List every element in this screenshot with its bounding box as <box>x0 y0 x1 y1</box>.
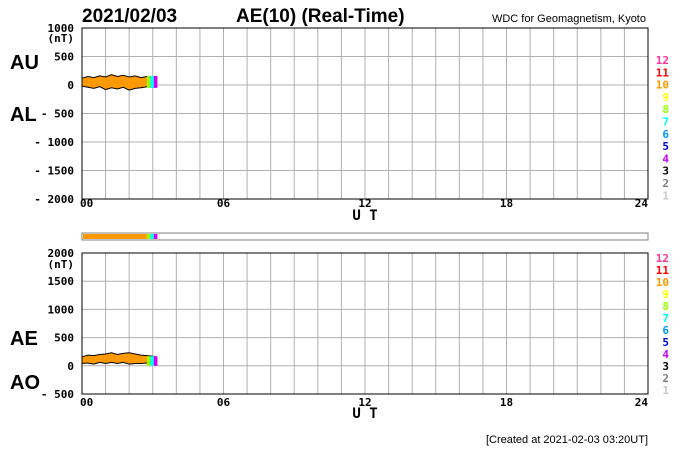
station-bar-segment <box>150 234 154 239</box>
area-ae-ao <box>81 352 158 366</box>
area-fill <box>82 352 158 365</box>
recent-station-stripe <box>146 75 151 88</box>
legend-count-8: 8 <box>662 103 669 116</box>
legend-count-10: 10 <box>656 79 669 92</box>
legend-count-10: 10 <box>656 276 669 289</box>
legend-count-6: 6 <box>662 128 669 141</box>
x-tick-label: 06 <box>217 197 231 210</box>
legend-count-5: 5 <box>662 140 669 153</box>
station-bar-segment <box>83 234 147 239</box>
y-tick-label: 500 <box>54 51 74 64</box>
unit-label-ae-ao: (nT) <box>48 258 75 271</box>
x-tick-label: 24 <box>635 396 649 409</box>
legend-count-12: 12 <box>656 252 669 265</box>
y-tick-label: - 2000 <box>34 193 74 206</box>
station-count-bar <box>81 232 649 241</box>
legend-count-7: 7 <box>662 312 669 325</box>
legend-count-11: 11 <box>656 66 670 79</box>
y-tick-label: 2000 <box>48 247 75 260</box>
x-tick-label: 18 <box>500 396 513 409</box>
legend-count-5: 5 <box>662 336 669 349</box>
series-label-ao: AO <box>10 372 40 394</box>
station-bar-fill <box>83 234 158 239</box>
legend-count-1: 1 <box>662 384 669 397</box>
x-tick-label: 06 <box>217 396 231 409</box>
x-tick-label: 24 <box>635 197 649 210</box>
legend-count-12: 12 <box>656 54 669 67</box>
series-line-au <box>81 74 158 79</box>
frame-au-al <box>81 27 649 200</box>
legend-count-11: 11 <box>656 264 670 277</box>
legend-count-8: 8 <box>662 300 669 313</box>
legend-count-9: 9 <box>662 91 669 104</box>
series-label-al: AL <box>10 104 37 126</box>
series-line-ao <box>81 361 158 365</box>
legend-count-9: 9 <box>662 288 669 301</box>
legend-count-2: 2 <box>662 372 669 385</box>
area-fill <box>82 74 158 91</box>
legend-count-4: 4 <box>662 348 669 361</box>
y-tick-label: - 1000 <box>34 136 74 149</box>
frame-ae-ao <box>81 252 649 395</box>
unit-label-au-al: (nT) <box>48 32 75 45</box>
y-tick-label: 1500 <box>48 275 75 288</box>
x-ticks-au-al: 00 06 12 18 24 <box>80 197 648 210</box>
x-tick-label: 00 <box>80 396 93 409</box>
y-tick-label: 1000 <box>48 22 75 35</box>
x-axis-label-au-al: U T <box>352 208 377 224</box>
legend-count-6: 6 <box>662 324 669 337</box>
y-tick-label: - 500 <box>41 108 74 121</box>
legend-count-3: 3 <box>662 165 669 178</box>
data-source: WDC for Geomagnetism, Kyoto <box>492 13 646 25</box>
series-label-ae: AE <box>10 328 38 350</box>
legend-count-4: 4 <box>662 152 669 165</box>
x-tick-label: 12 <box>358 396 371 409</box>
y-tick-label: 0 <box>67 79 74 92</box>
recent-station-stripe <box>153 75 158 88</box>
series-line-ae <box>81 352 158 359</box>
recent-station-stripe <box>150 356 154 366</box>
grid-au-al <box>82 28 648 199</box>
y-tick-label: 0 <box>67 360 74 373</box>
legend-count-1: 1 <box>662 189 669 202</box>
y-tick-label: 500 <box>54 332 74 345</box>
legend-count-3: 3 <box>662 360 669 373</box>
chart-date: 2021/02/03 <box>82 6 177 27</box>
series-label-au: AU <box>10 52 39 74</box>
area-au-al <box>81 74 158 91</box>
legend-count-7: 7 <box>662 116 669 129</box>
station-bar-segment <box>146 234 151 239</box>
legend-count-2: 2 <box>662 177 669 190</box>
y-tick-label: - 500 <box>41 388 74 401</box>
x-tick-label: 00 <box>80 197 93 210</box>
x-axis-label-ae-ao: U T <box>352 406 377 422</box>
created-timestamp: [Created at 2021-02-03 03:20UT] <box>486 434 648 446</box>
recent-station-stripe <box>146 356 151 366</box>
y-tick-label: 1000 <box>48 303 75 316</box>
recent-station-stripe <box>150 75 154 88</box>
x-tick-label: 12 <box>358 197 371 210</box>
station-bar-frame <box>81 232 649 241</box>
x-ticks-ae-ao: 00 06 12 18 24 <box>80 396 648 409</box>
y-tick-label: - 1500 <box>34 165 74 178</box>
series-line-al <box>81 85 158 91</box>
station-bar-segment <box>153 234 158 239</box>
x-tick-label: 18 <box>500 197 513 210</box>
y-ticks-ae-ao: 2000 1500 1000 500 0 - 500 <box>41 247 74 401</box>
y-ticks-au-al: 1000 500 0 - 500 - 1000 - 1500 - 2000 <box>34 22 74 206</box>
recent-station-stripe <box>153 356 158 366</box>
grid-ae-ao <box>82 253 648 394</box>
chart-title: AE(10) (Real-Time) <box>236 6 405 27</box>
